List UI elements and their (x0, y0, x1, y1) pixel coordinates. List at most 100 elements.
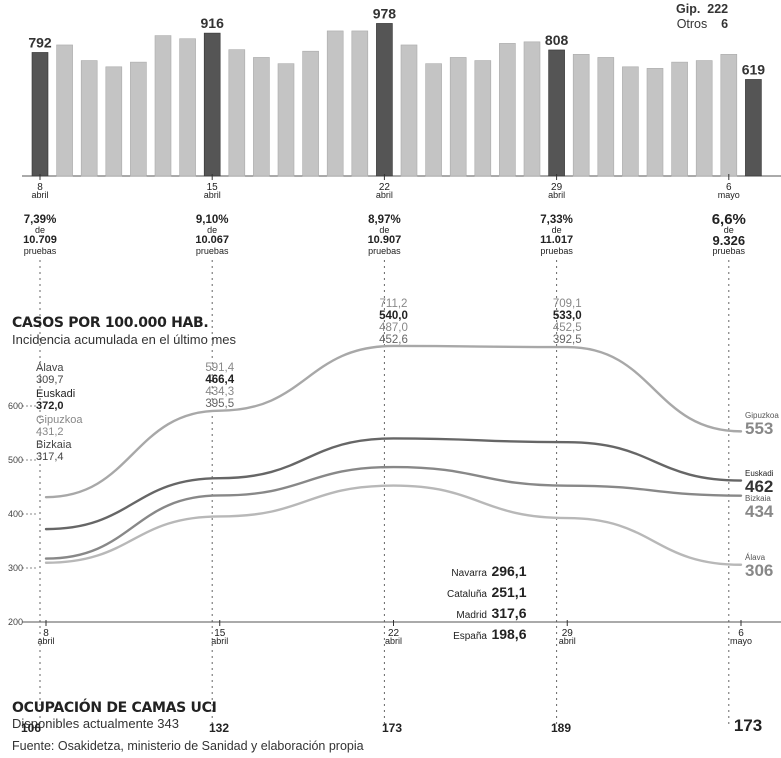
uci-subtitle: Disponibles actualmente 343 (12, 716, 179, 731)
end-label-name-bizkaia: Bizkaia (745, 493, 771, 503)
positivity-tests-3: 11.017 (540, 234, 574, 246)
end-label-value-bizkaia: 434 (745, 501, 774, 521)
y-tick-2: 400 (8, 509, 23, 519)
series-line-gipuzkoa (44, 344, 743, 499)
mid-values-3: 709,1 533,0 452,5 392,5 (537, 298, 597, 346)
mid-value-3-0: 709,1 (552, 298, 582, 310)
mid-values-1: 591,4 466,4 434,3 395,5 (190, 362, 250, 410)
bar-17 (449, 57, 467, 177)
bar-0 (31, 52, 49, 177)
bar-25 (646, 68, 664, 177)
positivity-de-3: de (551, 225, 562, 235)
bar-value-label-21: 808 (545, 32, 569, 48)
legend-partial: Gip. 222 Otros 6 (676, 2, 728, 32)
end-label-name-euskadi: Euskadi (745, 468, 774, 478)
positivity-1: 9,10% de 10.067 pruebas (172, 214, 252, 256)
bar-20 (523, 41, 541, 177)
y-tick-0: 600 (8, 401, 23, 411)
end-label-bizkaia: Bizkaia 434 (745, 494, 773, 520)
x-tick-day-2: 22 (388, 628, 400, 639)
source-note: Fuente: Osakidetza, ministerio de Sanida… (12, 739, 364, 753)
x-tick-day-4: 6 (738, 628, 744, 639)
series-line-euskadi (44, 437, 743, 531)
positivity-tests-2: 10.907 (367, 234, 402, 246)
positivity-tests-4: 9.326 (712, 233, 746, 248)
y-tick-4: 200 (8, 617, 23, 627)
bar-23 (597, 57, 615, 177)
positivity-label-3: pruebas (540, 246, 573, 256)
start-value-alava: 309,7 (36, 374, 64, 386)
start-label-gipuzkoa: Gipuzkoa (36, 414, 83, 426)
end-label-euskadi: Euskadi 462 (745, 469, 773, 495)
end-label-name-álava: Álava (745, 552, 766, 562)
x-tick-day-1: 15 (214, 628, 226, 639)
positivity-pct-3: 7,33% (540, 214, 573, 226)
bar-7 (203, 32, 221, 177)
uci-value-4: 173 (733, 716, 763, 735)
bar-26 (671, 61, 688, 177)
legend-gip-label: Gip. (676, 2, 701, 16)
end-label-álava: Álava 306 (745, 553, 773, 579)
bar-29 (745, 79, 762, 177)
x-tick-month-0: abril (37, 636, 54, 646)
bar-2 (80, 60, 98, 177)
uci-value-3: 189 (550, 721, 572, 735)
others-navarra-value: 296,1 (491, 563, 527, 579)
bar-tick-day-3: 29 (551, 182, 563, 193)
positivity-0: 7,39% de 10.709 pruebas (0, 214, 80, 256)
start-label-bizkaia: Bizkaia (36, 439, 72, 451)
mid-value-1-3: 395,5 (205, 398, 235, 410)
bar-tick-day-2: 22 (379, 182, 391, 193)
bar-6 (179, 38, 196, 177)
mid-value-2-3: 452,6 (379, 334, 408, 346)
x-tick-day-3: 29 (562, 628, 574, 639)
bar-22 (572, 54, 590, 177)
x-tick-month-3: abril (559, 636, 576, 646)
end-label-gipuzkoa: Gipuzkoa 553 (745, 411, 779, 437)
end-label-value-gipuzkoa: 553 (745, 419, 774, 439)
positivity-de-1: de (207, 225, 218, 235)
x-tick-day-0: 8 (43, 628, 49, 639)
others-espana-value: 198,6 (491, 626, 527, 642)
bar-12 (326, 30, 344, 177)
bar-11 (302, 50, 319, 177)
positivity-de-0: de (34, 225, 45, 235)
bar-tick-day-0: 8 (37, 182, 43, 193)
others-box: Navarra 296,1 Cataluña 251,1 Madrid 317,… (430, 562, 527, 646)
bar-3 (105, 66, 123, 177)
bar-value-label-14: 978 (373, 5, 397, 21)
bar-21 (548, 49, 565, 177)
bar-9 (253, 57, 270, 177)
uci-title: OCUPACIÓN DE CAMAS UCI (12, 700, 217, 716)
bar-15 (400, 44, 418, 177)
bar-value-label-7: 916 (201, 15, 225, 31)
positivity-2: 8,97% de 10.907 pruebas (344, 214, 424, 256)
end-label-value-euskadi: 462 (745, 476, 774, 496)
mid-values-2: 711,2 540,0 487,0 452,6 (364, 298, 424, 346)
bar-16 (425, 63, 442, 177)
start-value-bizkaia: 317,4 (36, 451, 64, 463)
bar-27 (695, 60, 713, 177)
uci-value-0: 106 (20, 721, 42, 735)
bar-5 (154, 35, 172, 177)
x-tick-month-2: abril (385, 636, 402, 646)
mid-value-2-1: 540,0 (379, 310, 408, 322)
legend-otros-value: 6 (721, 17, 729, 31)
mid-value-3-2: 452,5 (552, 322, 582, 334)
bar-10 (277, 63, 295, 177)
start-value-euskadi: 372,0 (36, 400, 64, 412)
end-label-value-álava: 306 (745, 560, 774, 580)
bar-19 (499, 43, 516, 177)
bar-value-label-0: 792 (28, 34, 52, 50)
cases-title: CASOS POR 100.000 HAB. (12, 315, 209, 331)
x-tick-month-1: abril (211, 636, 228, 646)
mid-value-1-2: 434,3 (205, 386, 235, 398)
mid-value-2-0: 711,2 (379, 298, 408, 310)
bar-13 (351, 30, 369, 177)
cases-subtitle: Incidencia acumulada en el último mes (12, 332, 237, 347)
bar-tick-month-2: abril (376, 190, 393, 200)
mid-value-3-1: 533,0 (552, 310, 582, 322)
mid-value-1-0: 591,4 (205, 362, 235, 374)
others-navarra-label: Navarra (451, 568, 487, 579)
